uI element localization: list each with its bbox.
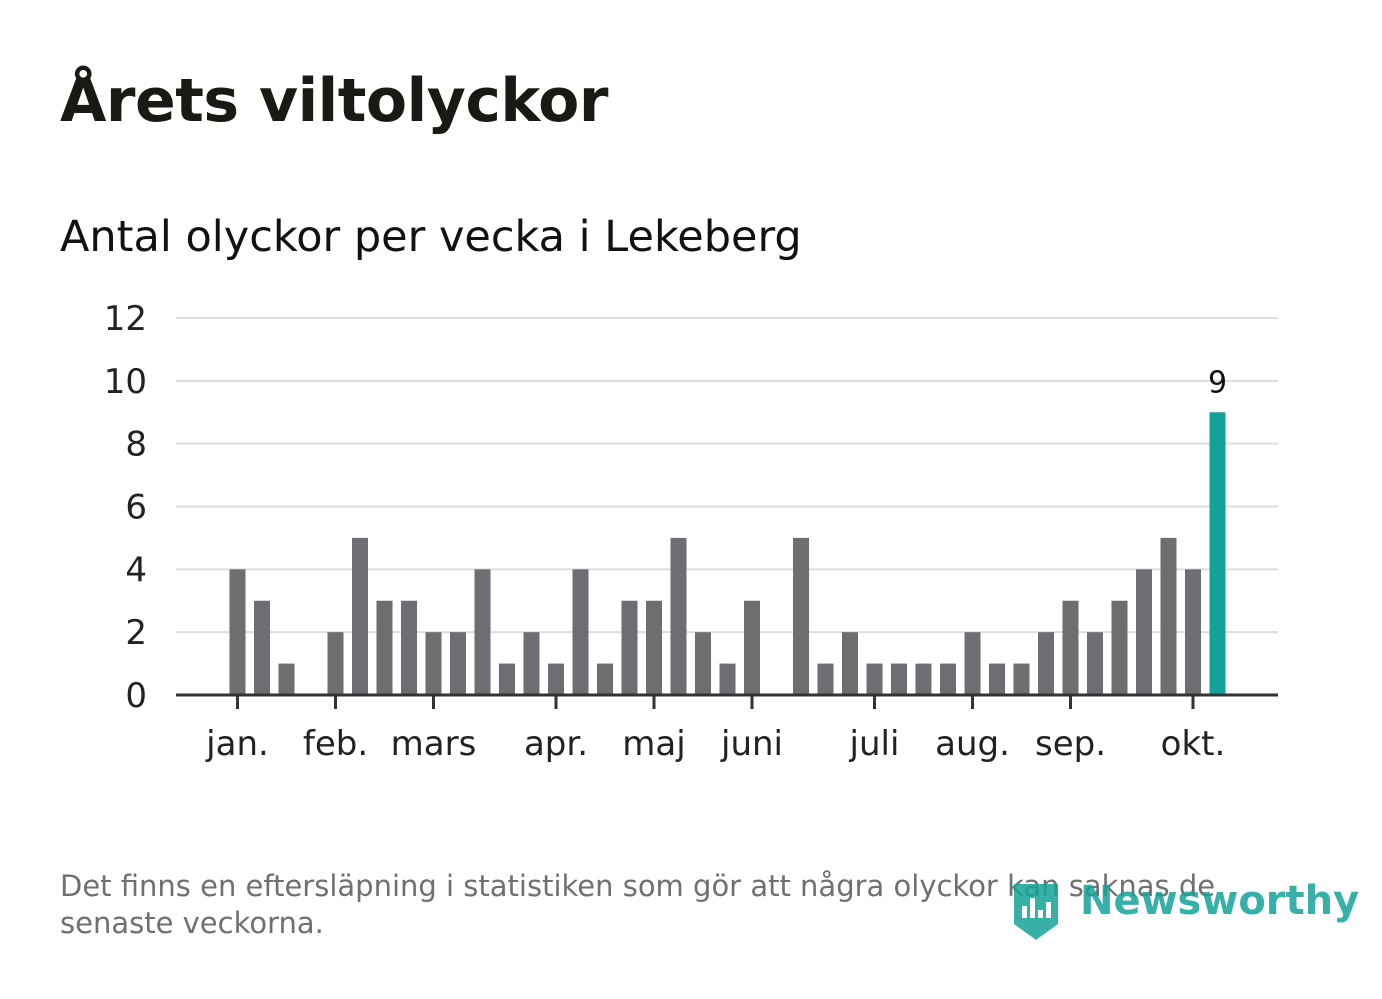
bar	[1013, 663, 1030, 695]
bar	[425, 632, 442, 695]
bar	[1062, 600, 1079, 695]
bar	[450, 632, 466, 695]
bar	[352, 537, 368, 695]
y-tick-label: 0	[125, 676, 147, 716]
bar	[1111, 600, 1128, 695]
y-tick-label: 12	[104, 299, 147, 339]
bar	[548, 663, 564, 695]
bar	[719, 663, 736, 695]
bar	[229, 569, 246, 695]
bar	[523, 632, 540, 695]
bar	[670, 537, 687, 695]
y-tick-label: 6	[125, 488, 147, 528]
bar-chart: 0 2 4 6 8 10 12 9 jan. feb. mars apr. maj juni juli aug…	[104, 299, 1278, 764]
bar	[1087, 632, 1103, 695]
bar	[401, 600, 417, 695]
x-tick-label: mars	[391, 724, 477, 764]
bar	[376, 600, 393, 695]
bar	[964, 632, 981, 695]
bar	[866, 663, 883, 695]
bar	[915, 663, 932, 695]
bar	[1185, 569, 1201, 695]
brand-name: Newsworthy	[1080, 878, 1360, 924]
x-tick-label: okt.	[1161, 724, 1226, 764]
bar	[989, 663, 1005, 695]
bar	[1160, 537, 1177, 695]
bar	[499, 663, 515, 695]
bar	[817, 663, 834, 695]
bar	[572, 569, 589, 695]
x-tick-label: juni	[720, 724, 783, 764]
data-label: 9	[1208, 365, 1227, 400]
x-tick-label: sep.	[1035, 724, 1106, 764]
y-tick-label: 10	[104, 362, 147, 402]
chart-subtitle: Antal olyckor per vecka i Lekeberg	[60, 212, 802, 262]
bar-highlight	[1209, 412, 1226, 695]
bar	[842, 632, 858, 695]
x-tick-label: aug.	[935, 724, 1010, 764]
x-tick-label: jan.	[205, 724, 269, 764]
y-tick-label: 8	[125, 425, 147, 465]
x-tick-label: juli	[849, 724, 900, 764]
newsworthy-logo: Newsworthy	[1010, 876, 1359, 946]
bar	[1038, 632, 1054, 695]
bar	[646, 600, 662, 695]
bar	[254, 600, 270, 695]
newsworthy-logo-icon	[1014, 884, 1058, 940]
bar	[474, 569, 491, 695]
bar	[597, 663, 613, 695]
bar	[891, 663, 907, 695]
x-tick-label: apr.	[524, 724, 588, 764]
bar	[327, 632, 344, 695]
y-tick-label: 2	[125, 613, 147, 653]
bar	[744, 600, 760, 695]
x-tick-label: maj	[622, 724, 685, 764]
y-tick-label: 4	[125, 550, 147, 590]
bar	[940, 663, 956, 695]
bar	[621, 600, 638, 695]
bar	[793, 537, 809, 695]
bar	[278, 663, 295, 695]
bar	[1136, 569, 1152, 695]
chart-title: Årets viltolyckor	[60, 66, 609, 136]
x-tick-label: feb.	[303, 724, 368, 764]
bar	[695, 632, 711, 695]
